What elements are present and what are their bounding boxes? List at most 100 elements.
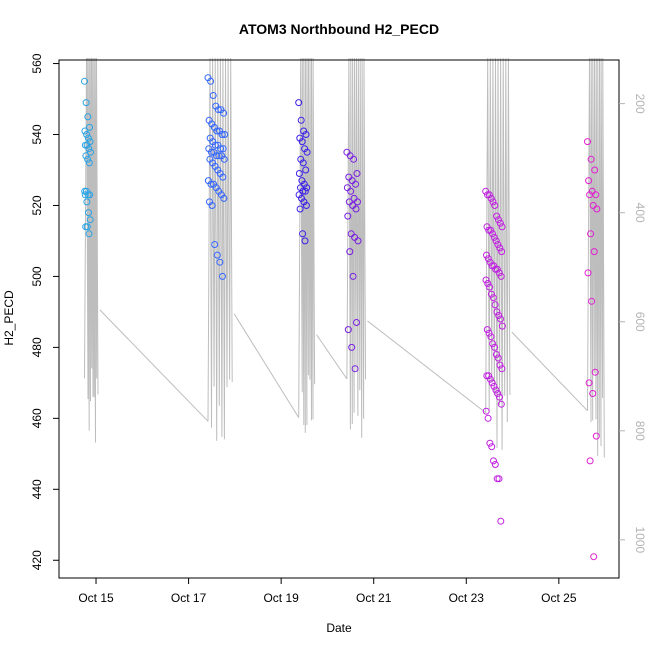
data-point bbox=[494, 241, 502, 248]
data-point bbox=[498, 322, 506, 330]
data-point bbox=[348, 343, 356, 351]
data-point bbox=[211, 241, 219, 248]
y2-tick-label: 400 bbox=[633, 203, 647, 223]
data-point bbox=[486, 375, 494, 383]
data-point bbox=[220, 109, 228, 117]
data-point bbox=[299, 187, 307, 195]
data-point bbox=[485, 329, 493, 337]
data-point bbox=[86, 123, 93, 131]
x-tick-label: Oct 15 bbox=[78, 591, 114, 605]
data-point bbox=[497, 315, 504, 323]
data-point bbox=[81, 127, 89, 135]
data-point bbox=[493, 308, 501, 316]
data-point bbox=[219, 145, 227, 153]
y-tick-label: 420 bbox=[30, 550, 44, 570]
data-point bbox=[491, 343, 499, 351]
data-point bbox=[489, 230, 496, 238]
data-point bbox=[585, 177, 593, 185]
data-point bbox=[82, 99, 90, 107]
data-point bbox=[346, 248, 354, 256]
data-point bbox=[483, 223, 491, 231]
data-point bbox=[487, 226, 495, 234]
data-point bbox=[494, 390, 502, 397]
data-point bbox=[485, 372, 493, 380]
data-point bbox=[592, 432, 600, 440]
data-point bbox=[298, 177, 306, 185]
y-tick-label: 500 bbox=[30, 266, 44, 286]
data-point bbox=[344, 212, 352, 220]
data-point bbox=[482, 187, 490, 195]
spike-line bbox=[84, 57, 99, 443]
data-point bbox=[207, 180, 215, 188]
data-point bbox=[587, 230, 595, 238]
data-point bbox=[483, 251, 490, 259]
data-point bbox=[493, 265, 501, 273]
data-point bbox=[491, 202, 499, 209]
y-tick-label: 520 bbox=[30, 195, 44, 215]
y-tick-label: 460 bbox=[30, 408, 44, 428]
data-point bbox=[495, 216, 502, 224]
y2-tick-label: 1000 bbox=[633, 526, 647, 553]
data-point bbox=[301, 237, 309, 245]
data-point bbox=[584, 138, 591, 146]
data-point bbox=[298, 194, 305, 202]
data-point bbox=[81, 77, 88, 85]
data-point bbox=[488, 379, 496, 387]
data-point bbox=[589, 202, 597, 209]
data-point bbox=[215, 152, 223, 160]
data-point bbox=[486, 283, 494, 291]
data-point bbox=[492, 351, 500, 358]
data-point bbox=[213, 127, 221, 135]
data-point bbox=[497, 517, 505, 525]
data-point bbox=[303, 148, 311, 156]
data-point bbox=[219, 272, 226, 280]
plot-frame bbox=[58, 59, 620, 579]
data-point bbox=[591, 368, 599, 376]
y-tick-label: 480 bbox=[30, 337, 44, 357]
data-point bbox=[344, 326, 352, 334]
data-point bbox=[207, 148, 215, 156]
connector-line bbox=[99, 309, 209, 422]
data-point bbox=[207, 77, 215, 85]
data-point bbox=[484, 191, 491, 199]
data-point bbox=[297, 155, 305, 163]
data-point bbox=[486, 439, 494, 447]
data-point bbox=[86, 216, 94, 224]
data-point bbox=[484, 280, 492, 287]
data-point bbox=[587, 155, 595, 163]
y-tick-label: 560 bbox=[30, 53, 44, 73]
data-point bbox=[297, 184, 304, 192]
data-point bbox=[484, 255, 492, 263]
data-point bbox=[495, 475, 503, 483]
data-point bbox=[585, 379, 593, 387]
data-point bbox=[84, 155, 92, 163]
data-point bbox=[490, 457, 497, 465]
data-point bbox=[83, 131, 91, 138]
data-point bbox=[302, 166, 310, 174]
data-point bbox=[85, 159, 93, 167]
data-point bbox=[498, 365, 506, 373]
data-point bbox=[211, 141, 219, 149]
connector-line bbox=[233, 313, 300, 418]
data-point bbox=[299, 159, 307, 167]
data-point bbox=[485, 191, 493, 199]
data-point bbox=[590, 248, 598, 256]
data-point bbox=[299, 230, 307, 238]
spike-line bbox=[346, 57, 366, 438]
spike-line bbox=[587, 57, 605, 458]
y-axis-label: H2_PECD bbox=[2, 290, 16, 346]
data-point bbox=[218, 131, 226, 138]
data-point bbox=[216, 258, 224, 266]
data-point bbox=[483, 326, 491, 334]
chart-title: ATOM3 Northbound H2_PECD bbox=[239, 21, 439, 37]
data-point bbox=[85, 145, 93, 153]
data-point bbox=[489, 340, 497, 348]
data-point bbox=[295, 170, 303, 177]
x-tick-label: Oct 21 bbox=[356, 591, 392, 605]
connector-line bbox=[511, 331, 588, 412]
data-point bbox=[487, 194, 495, 202]
data-point bbox=[593, 205, 601, 213]
data-point bbox=[81, 191, 89, 199]
x-axis-label: Date bbox=[326, 621, 352, 635]
data-point bbox=[85, 209, 92, 217]
